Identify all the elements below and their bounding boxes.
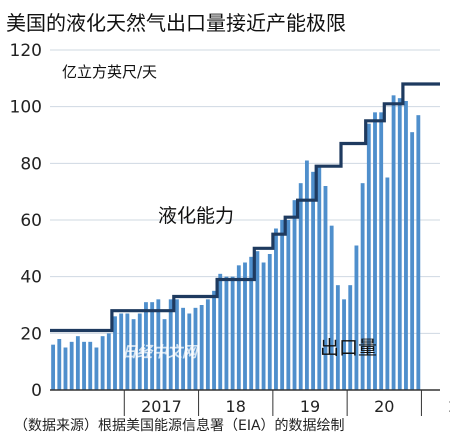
- x-tick-label-2017: 2017: [141, 397, 182, 416]
- bar-36: [274, 228, 278, 390]
- bar-6: [88, 341, 93, 390]
- bar-38: [286, 220, 291, 390]
- bar-32: [249, 256, 254, 390]
- bar-47: [342, 299, 346, 390]
- bar-40: [298, 183, 303, 390]
- y-tick-label-60: 60: [20, 211, 42, 231]
- bar-4: [75, 336, 80, 390]
- bar-7: [94, 347, 99, 390]
- bar-1: [57, 339, 62, 390]
- bar-16: [150, 302, 155, 390]
- bar-2: [63, 347, 68, 390]
- bar-53: [379, 112, 384, 390]
- bar-25: [205, 299, 210, 390]
- bar-14: [137, 313, 142, 390]
- capacity-series-label: 液化能力: [158, 205, 234, 227]
- y-tick-label-0: 0: [31, 381, 42, 401]
- bar-9: [106, 333, 111, 390]
- bar-56: [397, 98, 402, 391]
- source-note: （数据来源）根据美国能源信息署（EIA）的数据绘制: [14, 417, 345, 434]
- y-tick-label-80: 80: [20, 154, 42, 174]
- bar-21: [181, 307, 186, 390]
- bar-29: [230, 276, 235, 390]
- bar-52: [373, 112, 377, 390]
- bar-27: [218, 273, 223, 390]
- bar-49: [354, 245, 359, 390]
- bar-55: [391, 95, 396, 390]
- y-tick-label-40: 40: [20, 268, 42, 288]
- bar-11: [119, 313, 124, 390]
- x-tick-label-21: 21: [448, 397, 450, 416]
- bar-59: [416, 115, 421, 391]
- bar-13: [131, 319, 136, 390]
- y-axis-ticks: 0 20 40 60 80 100 120: [10, 41, 42, 401]
- bar-31: [243, 262, 247, 390]
- y-axis-unit-label: 亿立方英尺/天: [62, 63, 157, 81]
- bar-19: [168, 299, 173, 390]
- bar-15: [144, 302, 148, 390]
- bar-26: [212, 290, 216, 390]
- bar-39: [292, 200, 297, 390]
- bar-42: [311, 171, 316, 390]
- x-tick-label-20: 20: [374, 397, 394, 416]
- watermark-text: 日经中文网: [122, 343, 200, 361]
- y-tick-label-100: 100: [10, 98, 42, 118]
- y-tick-label-120: 120: [10, 41, 42, 61]
- bar-57: [404, 101, 408, 390]
- exports-series-label: 出口量: [320, 337, 377, 359]
- bar-54: [385, 177, 390, 390]
- bar-50: [360, 183, 365, 390]
- y-tick-label-20: 20: [20, 324, 42, 344]
- chart-title: 美国的液化天然气出口量接近产能极限: [6, 11, 346, 35]
- export-bars: [51, 95, 421, 391]
- bar-37: [280, 220, 285, 390]
- bar-28: [224, 276, 229, 390]
- bar-41: [304, 160, 309, 390]
- capacity-line-group: [50, 82, 440, 333]
- capacity-line: [50, 82, 440, 333]
- x-tick-label-19: 19: [300, 397, 320, 416]
- bar-0: [51, 344, 56, 390]
- bar-58: [410, 132, 415, 390]
- bar-35: [267, 254, 272, 390]
- bar-51: [366, 123, 371, 391]
- x-axis: 2017 18 19 20 21: [50, 389, 450, 416]
- bar-24: [199, 305, 204, 390]
- bar-20: [174, 299, 179, 390]
- bar-33: [255, 251, 260, 390]
- bar-45: [329, 225, 334, 390]
- bar-48: [348, 285, 353, 390]
- bar-22: [187, 313, 192, 390]
- bar-5: [82, 341, 86, 390]
- x-tick-label-18: 18: [226, 397, 246, 416]
- bar-46: [335, 285, 340, 390]
- bar-43: [317, 166, 322, 390]
- bar-23: [193, 307, 198, 390]
- bar-18: [162, 319, 167, 390]
- bar-17: [156, 299, 161, 390]
- bar-34: [261, 262, 266, 390]
- bar-30: [236, 265, 241, 390]
- bar-3: [69, 341, 74, 390]
- bar-10: [113, 316, 117, 390]
- bar-44: [323, 186, 328, 390]
- bar-8: [100, 336, 105, 390]
- bar-12: [125, 313, 130, 390]
